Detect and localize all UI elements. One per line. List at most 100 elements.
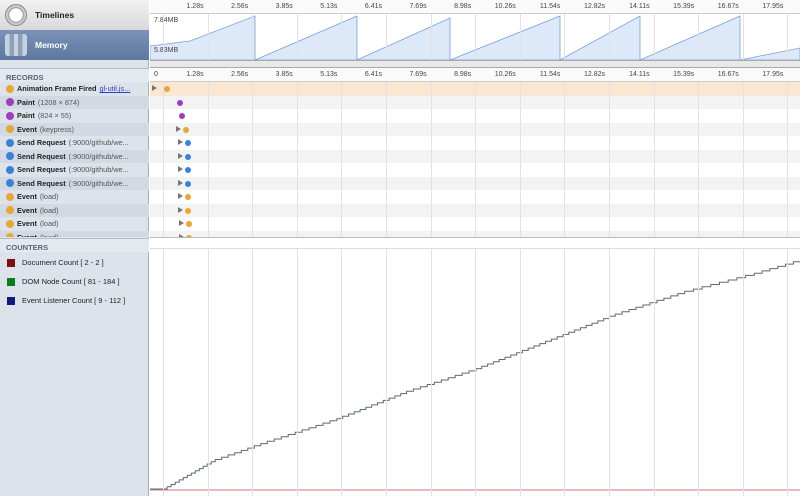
memory-item[interactable]: Memory	[0, 30, 149, 60]
expand-arrow-icon[interactable]	[179, 233, 185, 237]
time-tick: 11.54s	[539, 3, 561, 10]
record-row[interactable]	[150, 136, 800, 150]
grid-line	[252, 14, 254, 60]
counters-header: COUNTERS	[0, 238, 149, 252]
record-item[interactable]: Paint (1208 × 874)	[0, 95, 149, 109]
memory-icon	[5, 34, 27, 56]
grid-line	[653, 249, 655, 496]
record-row[interactable]	[150, 190, 800, 204]
time-tick: 12.82s	[583, 71, 605, 78]
record-source-link[interactable]: gl-util.js...	[99, 84, 131, 94]
record-name: Send Request	[17, 151, 66, 161]
counter-legend-item[interactable]: DOM Node Count [ 81 - 184 ]	[7, 277, 147, 287]
record-marker	[186, 221, 193, 227]
record-item[interactable]: Event (keypress)	[0, 122, 149, 136]
record-type-icon	[6, 84, 14, 93]
grid-line	[430, 82, 432, 237]
grid-line	[609, 249, 610, 496]
time-tick: 15.39s	[673, 71, 695, 78]
record-item[interactable]: Send Request (:9000/github/we...	[0, 149, 149, 163]
record-row[interactable]	[150, 109, 800, 123]
time-tick: 2.56s	[231, 3, 249, 10]
time-tick: 14.11s	[629, 3, 650, 10]
record-name: Event	[17, 192, 37, 202]
time-tick: 5.13s	[320, 3, 338, 10]
expand-arrow-icon[interactable]	[178, 166, 184, 172]
record-detail: (:9000/github/we...	[68, 151, 129, 161]
grid-line	[386, 14, 387, 60]
counter-legend-item[interactable]: Event Listener Count [ 9 - 112 ]	[7, 296, 147, 306]
expand-arrow-icon[interactable]	[152, 85, 157, 91]
expand-arrow-icon[interactable]	[178, 139, 184, 145]
event-listener-count-line	[150, 254, 800, 490]
record-row[interactable]	[150, 203, 800, 217]
splitter[interactable]	[150, 60, 800, 68]
record-detail: (load)	[39, 205, 59, 215]
record-marker	[185, 194, 192, 200]
counter-color-swatch	[7, 259, 15, 267]
record-item[interactable]: Send Request (:9000/github/we...	[0, 136, 149, 150]
grid-line	[519, 14, 521, 60]
time-tick: 17.95s	[762, 71, 784, 78]
expand-arrow-icon[interactable]	[178, 206, 184, 213]
record-detail: (824 × 55)	[37, 111, 72, 121]
record-name: Event	[17, 124, 37, 134]
grid-line	[341, 14, 343, 60]
records-ruler: 0 1.28s 2.56s 3.85s 5.13s 6.41s 7.69s 8.98s 10.2…	[150, 68, 800, 82]
counters-divider	[150, 237, 800, 249]
record-item[interactable]: Send Request (:9000/github/we...	[0, 176, 149, 190]
counter-legend-item[interactable]: Document Count [ 2 - 2 ]	[7, 258, 147, 268]
time-tick: 3.85s	[275, 71, 293, 78]
record-row[interactable]	[150, 95, 800, 109]
time-tick: 16.67s	[717, 71, 739, 78]
counters-graph	[150, 254, 800, 491]
record-row[interactable]	[150, 149, 800, 163]
expand-arrow-icon[interactable]	[175, 125, 181, 132]
record-name: Event	[17, 219, 37, 229]
grid-line	[742, 249, 744, 496]
expand-arrow-icon[interactable]	[178, 193, 184, 199]
counter-color-swatch	[7, 297, 15, 305]
memory-graph	[150, 15, 800, 60]
record-item[interactable]: Send Request (:9000/github/we...	[0, 163, 149, 177]
expand-arrow-icon[interactable]	[178, 179, 184, 186]
time-tick: 7.69s	[409, 3, 427, 10]
grid-line	[787, 14, 789, 60]
record-marker	[185, 140, 192, 146]
record-row[interactable]	[150, 122, 800, 136]
records-list: Animation Frame Fired gl-util.js... Paint(…	[0, 82, 149, 237]
record-detail: (load)	[39, 192, 59, 202]
expand-arrow-icon[interactable]	[178, 152, 184, 159]
record-row[interactable]	[150, 82, 800, 96]
grid-line	[787, 249, 789, 496]
memory-max: 7.84MB	[154, 17, 179, 24]
record-item[interactable]: Paint (824 × 55)	[0, 109, 149, 123]
time-tick: 1.28s	[186, 3, 204, 10]
record-type-icon	[6, 98, 14, 107]
record-row[interactable]	[150, 217, 800, 231]
record-marker	[185, 180, 192, 187]
record-item[interactable]: Animation Frame Fired gl-util.js...	[0, 82, 149, 96]
record-item[interactable]: Event(load)	[0, 230, 149, 237]
record-row[interactable]	[150, 176, 800, 190]
record-marker	[186, 234, 193, 237]
record-item[interactable]: Event(load)	[0, 203, 149, 217]
record-item[interactable]: Event(load)	[0, 217, 149, 231]
grid-line	[564, 82, 566, 237]
grid-line	[475, 249, 477, 496]
grid-line	[475, 82, 477, 237]
counter-label: DOM Node Count [ 81 - 184 ]	[22, 277, 120, 286]
grid-line	[609, 82, 610, 237]
counter-label: Document Count [ 2 - 2 ]	[22, 258, 104, 267]
expand-arrow-icon[interactable]	[179, 220, 185, 226]
grid-line	[475, 14, 477, 60]
record-type-icon	[6, 138, 14, 147]
timelines-item[interactable]: Timelines	[0, 0, 149, 30]
counter-label: Event Listener Count [ 9 - 112 ]	[22, 296, 126, 305]
record-row[interactable]	[150, 163, 800, 177]
record-row[interactable]	[150, 230, 800, 237]
grid-line	[742, 82, 744, 237]
record-item[interactable]: Event(load)	[0, 190, 149, 204]
counter-color-swatch	[7, 278, 15, 286]
time-tick: 8.98s	[454, 71, 472, 78]
